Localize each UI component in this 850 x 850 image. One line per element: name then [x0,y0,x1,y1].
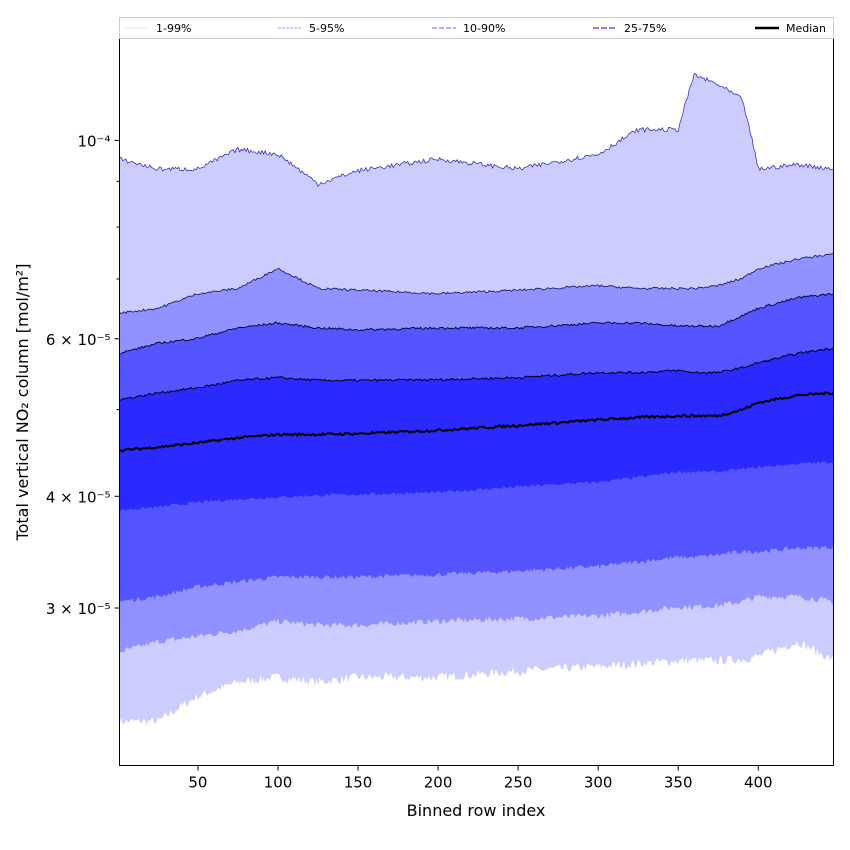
x-tick-label: 400 [744,774,773,792]
legend-item: 5-95% [278,22,344,35]
line-p90 [119,292,834,355]
legend-label: 10-90% [463,22,505,35]
legend-item: Median [755,22,826,35]
y-tick-label: 3 × 10⁻⁵ [46,600,111,618]
legend: 1-99% 5-95% 10-90% 25-75% Median [119,17,834,39]
line-p95 [119,252,834,315]
x-axis: 50 100 150 200 250 300 350 400 [188,765,773,792]
x-tick-label: 350 [664,774,693,792]
x-tick-label: 50 [188,774,207,792]
percentile-bands [119,73,834,727]
legend-label: 25-75% [624,22,666,35]
line-p75 [119,347,834,401]
y-tick-label: 4 × 10⁻⁵ [46,488,111,506]
y-tick-label: 10⁻⁴ [77,132,110,150]
line-p99 [119,73,834,187]
legend-item: 1-99% [125,22,191,35]
x-tick-label: 150 [344,774,373,792]
x-tick-label: 200 [424,774,453,792]
legend-box [119,17,834,39]
legend-label: 1-99% [156,22,191,35]
legend-item: 10-90% [432,22,505,35]
x-axis-label: Binned row index [407,801,546,820]
y-axis-label: Total vertical NO₂ column [mol/m²] [13,264,32,542]
y-tick-label: 6 × 10⁻⁵ [46,331,111,349]
percentile-lines [118,73,835,453]
line-median [118,390,835,453]
x-tick-label: 100 [264,774,293,792]
y-axis: 10⁻⁴ 6 × 10⁻⁵ 4 × 10⁻⁵ 3 × 10⁻⁵ [46,132,120,618]
x-tick-label: 300 [584,774,613,792]
legend-item: 25-75% [593,22,666,35]
legend-label: Median [786,22,826,35]
legend-label: 5-95% [309,22,344,35]
x-tick-label: 250 [504,774,533,792]
